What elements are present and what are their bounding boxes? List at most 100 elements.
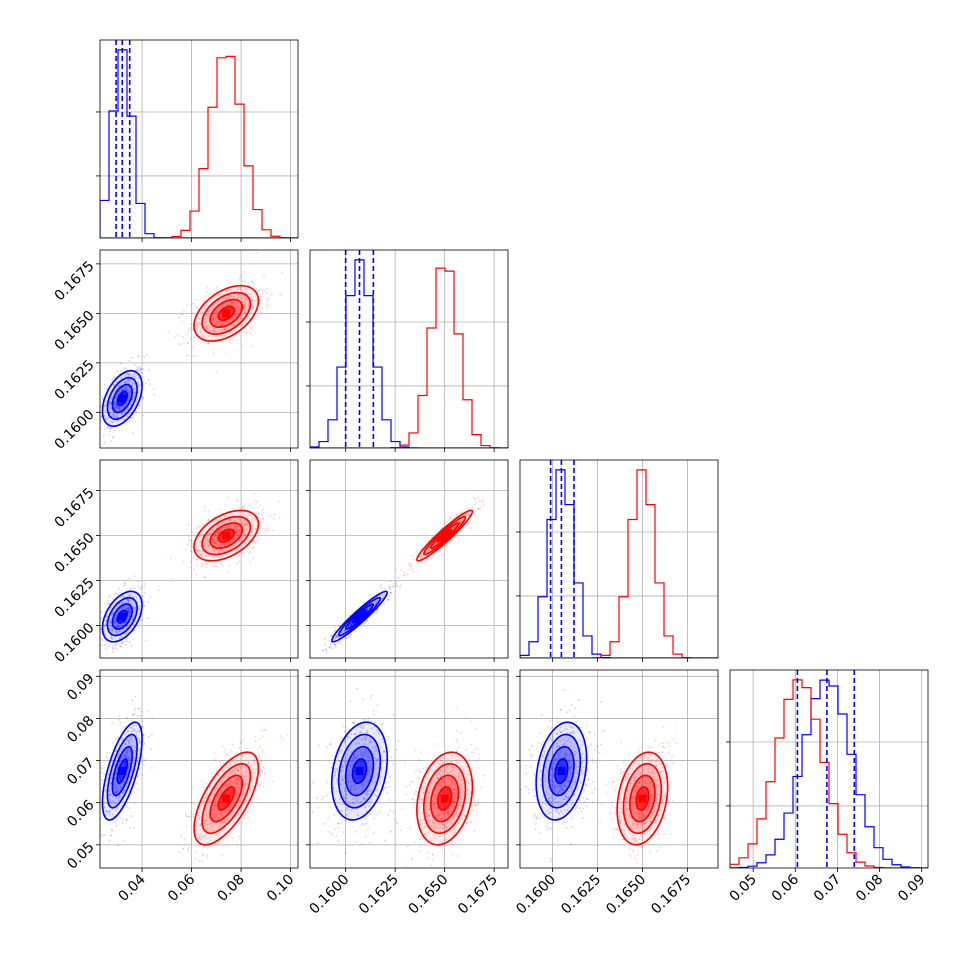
- sample-point: [263, 772, 266, 775]
- sample-point: [347, 735, 349, 738]
- sample-point: [240, 551, 243, 554]
- sample-point: [244, 304, 246, 307]
- sample-point: [197, 549, 200, 552]
- sample-point: [250, 280, 253, 283]
- sample-point: [380, 597, 383, 600]
- sample-point: [125, 640, 128, 643]
- sample-point: [248, 811, 251, 814]
- sample-point: [254, 740, 256, 742]
- sample-point: [220, 764, 223, 767]
- sample-point: [96, 622, 98, 624]
- sample-point: [243, 312, 246, 314]
- sample-point: [425, 795, 428, 797]
- sample-point: [248, 302, 250, 305]
- sample-point: [246, 540, 249, 543]
- sample-point: [223, 298, 225, 301]
- sample-point: [388, 809, 391, 812]
- sample-point: [257, 290, 260, 292]
- sample-point: [375, 764, 377, 767]
- sample-point: [115, 797, 118, 799]
- sample-point: [127, 413, 129, 416]
- sample-point: [197, 811, 199, 814]
- sample-point: [378, 743, 381, 745]
- sample-point: [347, 625, 350, 628]
- sample-point: [235, 783, 237, 785]
- sample-point: [229, 541, 232, 544]
- panel-frame: [309, 249, 509, 449]
- sample-point: [217, 525, 219, 527]
- sample-point: [255, 539, 258, 542]
- sample-point: [122, 595, 125, 598]
- sample-point: [243, 792, 245, 795]
- sample-point: [247, 762, 250, 764]
- sample-point: [380, 767, 383, 769]
- sample-point: [131, 400, 134, 403]
- sample-point: [471, 506, 474, 509]
- sample-point: [368, 742, 371, 744]
- sample-point: [127, 375, 129, 378]
- sample-point: [248, 792, 251, 794]
- sample-point: [139, 605, 141, 608]
- sample-point: [214, 822, 217, 824]
- sample-point: [460, 804, 463, 807]
- sample-point: [95, 425, 97, 427]
- sample-point: [206, 842, 209, 845]
- sample-point: [225, 289, 228, 292]
- sample-point: [329, 643, 332, 646]
- sample-point: [272, 780, 275, 783]
- sample-point: [349, 787, 352, 790]
- sample-point: [113, 783, 116, 786]
- sample-point: [103, 643, 105, 646]
- sample-point: [219, 821, 222, 824]
- sample-point: [252, 785, 254, 788]
- sample-point: [219, 320, 222, 323]
- sample-point: [194, 299, 197, 301]
- sample-point: [228, 543, 231, 545]
- sample-point: [246, 811, 249, 814]
- sample-point: [117, 390, 120, 393]
- sample-point: [455, 790, 458, 793]
- sample-point: [124, 381, 127, 384]
- sample-point: [366, 731, 369, 734]
- sample-point: [411, 798, 414, 801]
- sample-point: [132, 713, 135, 716]
- sample-point: [118, 409, 121, 411]
- sample-point: [387, 813, 390, 816]
- sample-point: [250, 345, 253, 348]
- sample-point: [114, 591, 117, 594]
- sample-point: [202, 799, 205, 802]
- sample-point: [470, 527, 472, 530]
- sample-point: [237, 514, 240, 516]
- sample-point: [114, 647, 117, 650]
- sample-point: [333, 643, 336, 646]
- sample-point: [218, 528, 221, 531]
- sample-point: [231, 760, 234, 762]
- sample-point: [236, 779, 239, 781]
- sample-point: [360, 751, 363, 754]
- sample-point: [200, 803, 202, 806]
- sample-point: [183, 342, 185, 345]
- sample-point: [108, 628, 111, 631]
- sample-point: [364, 817, 367, 820]
- sample-point: [111, 813, 114, 816]
- sample-point: [127, 756, 130, 759]
- panel-1-1: [306, 249, 509, 452]
- sample-point: [125, 752, 128, 754]
- sample-point: [195, 307, 198, 309]
- sample-point: [215, 798, 217, 801]
- sample-point: [127, 780, 129, 782]
- sample-point: [249, 504, 252, 507]
- sample-point: [211, 318, 214, 321]
- sample-point: [452, 818, 455, 821]
- sample-point: [206, 538, 208, 540]
- sample-point: [230, 304, 233, 307]
- sample-point: [367, 759, 369, 762]
- sample-point: [133, 802, 136, 804]
- y-tick-label: 0.1600: [52, 407, 98, 453]
- sample-point: [334, 629, 337, 632]
- sample-point: [206, 563, 209, 566]
- sample-point: [349, 785, 352, 787]
- sample-point: [264, 728, 267, 731]
- sample-point: [206, 823, 209, 826]
- sample-point: [207, 543, 209, 546]
